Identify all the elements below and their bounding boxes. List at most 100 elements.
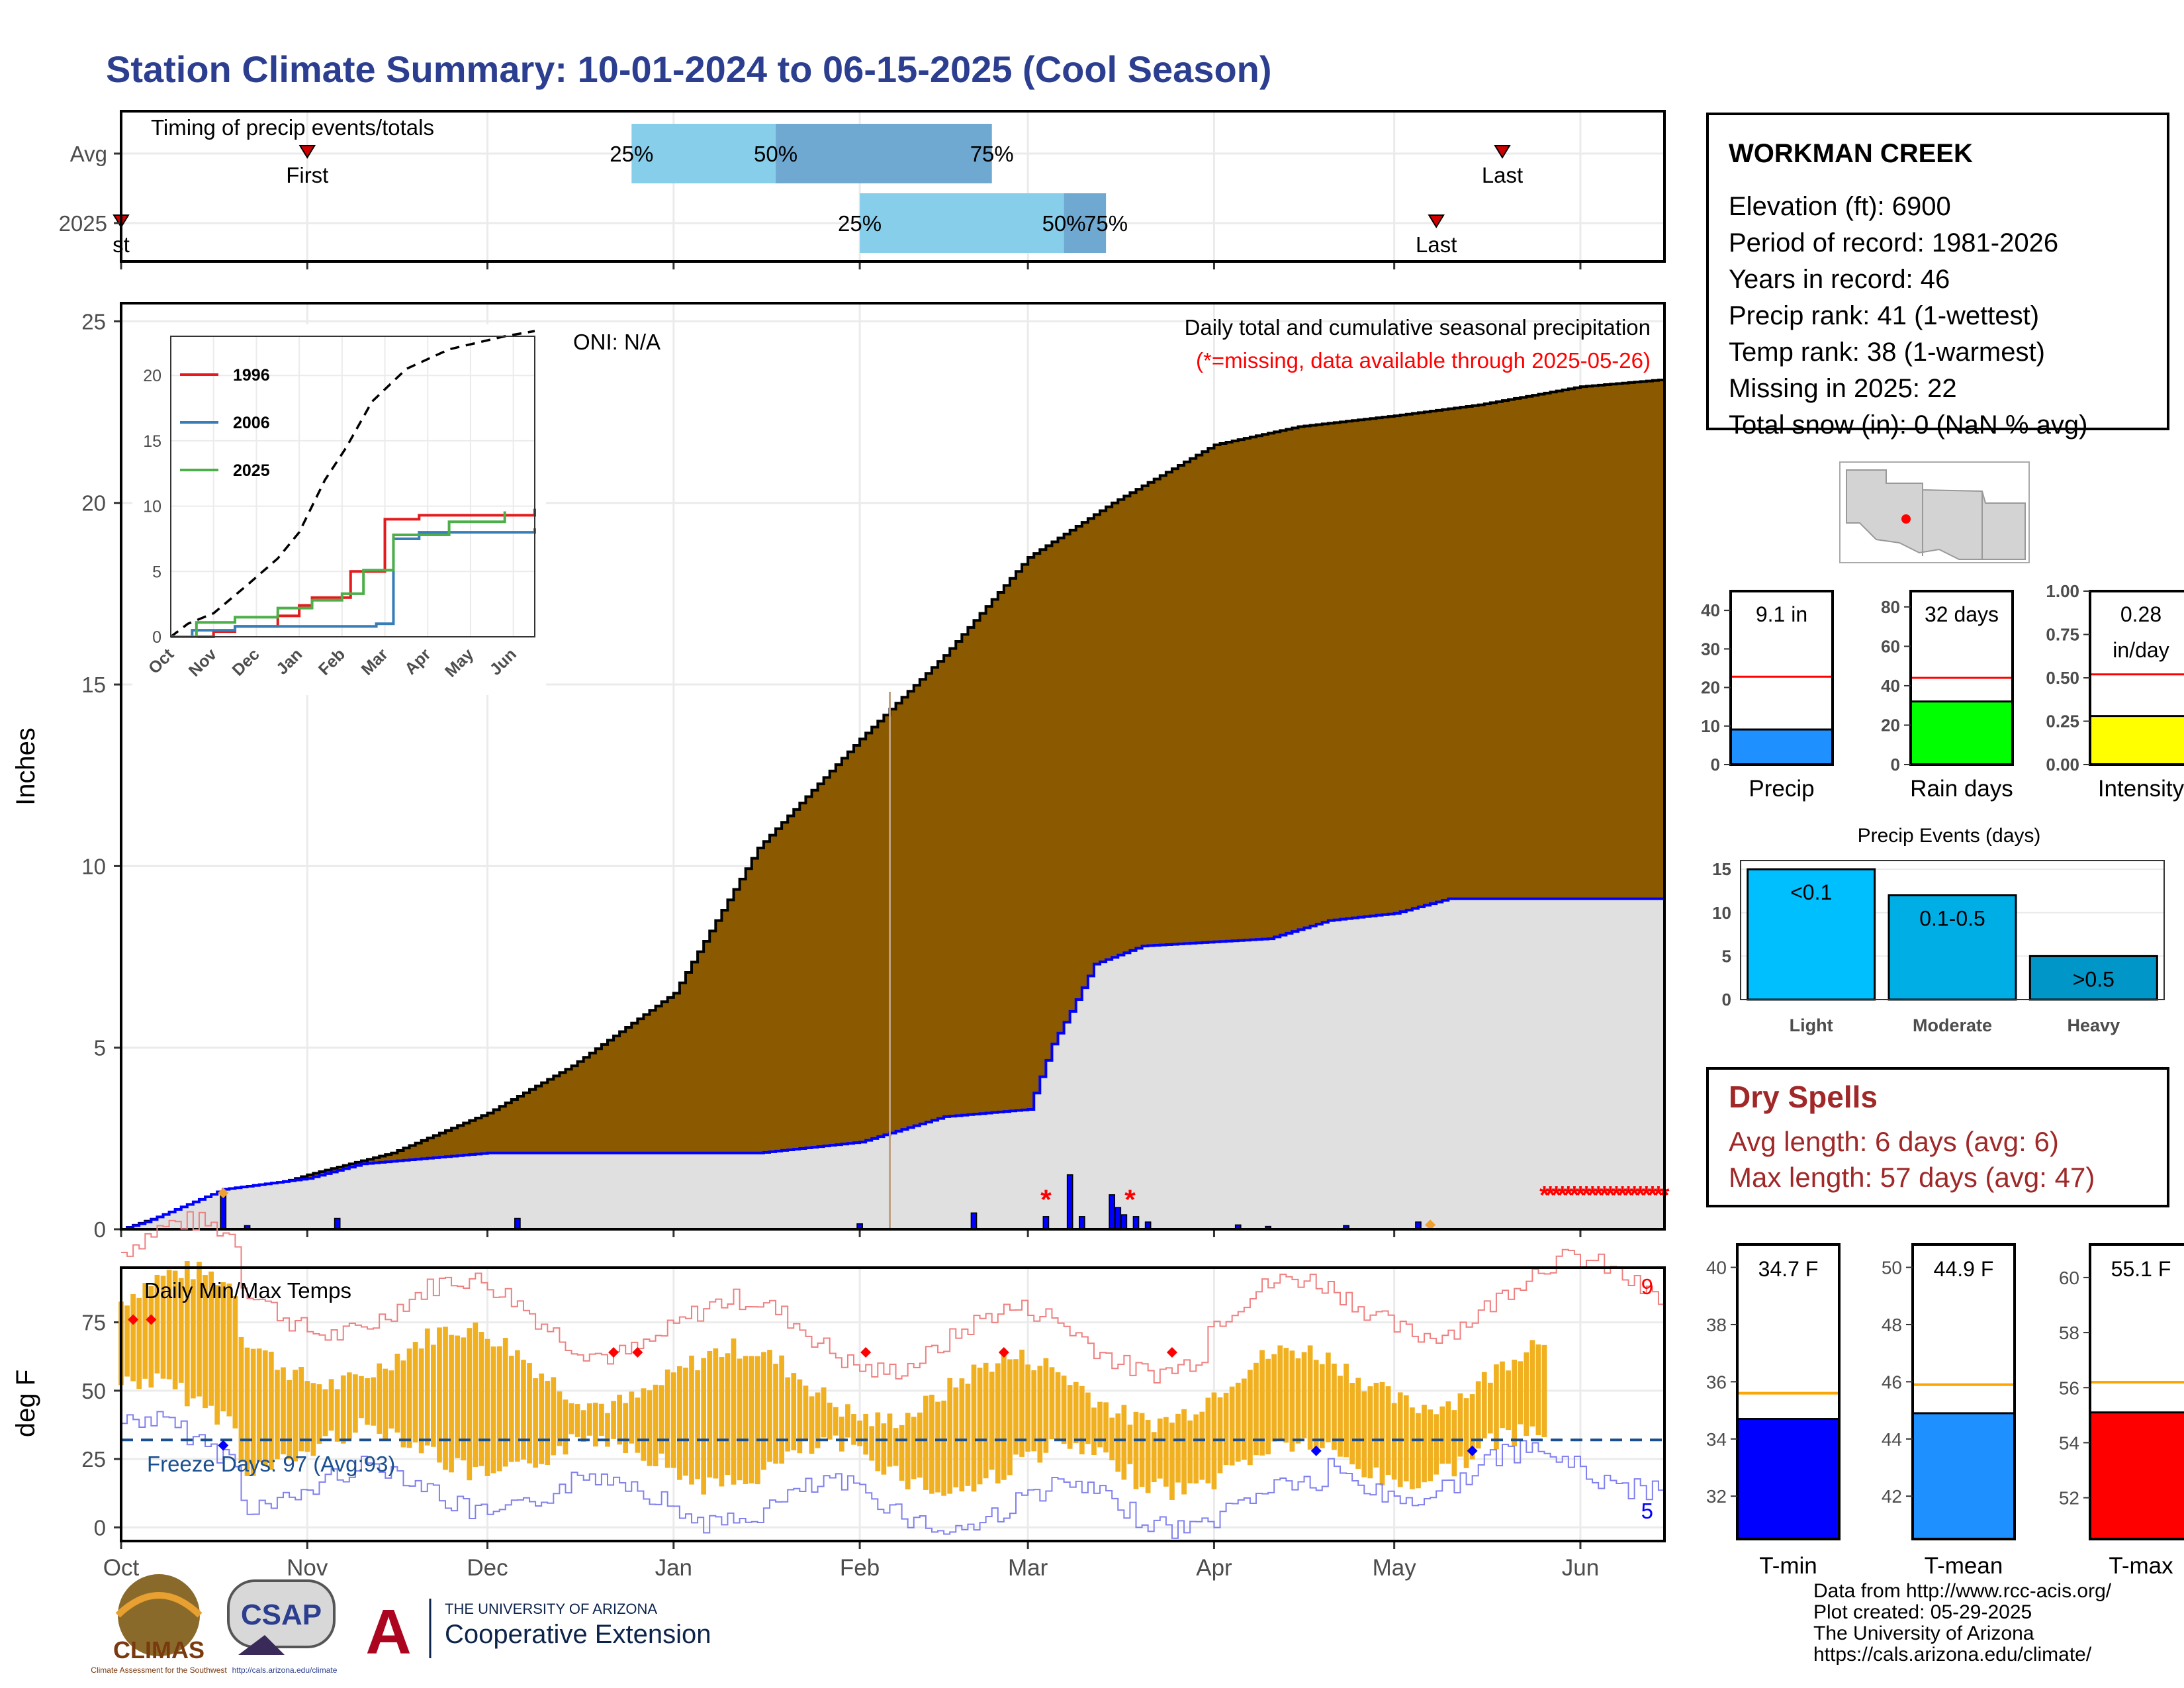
temp-daily-bar	[1349, 1383, 1355, 1465]
temp-daily-bar	[1301, 1352, 1307, 1438]
precip-missing-marker: *	[1647, 1182, 1657, 1209]
precip-missing-marker: *	[1551, 1182, 1561, 1209]
temp-bar-ytick-label: 36	[1706, 1372, 1727, 1392]
temp-daily-bar	[455, 1335, 460, 1458]
credits: Data from http://www.rcc-acis.org/ Plot …	[1813, 1581, 2111, 1665]
temp-daily-bar	[322, 1389, 328, 1436]
mini-bar	[2089, 715, 2184, 766]
temp-xtick-label: Dec	[467, 1555, 508, 1581]
precip-missing-marker: *	[1629, 1182, 1639, 1209]
inset-avg-line	[169, 330, 535, 638]
temp-bar-ytick-label: 50	[1882, 1258, 1902, 1278]
temp-daily-bar	[773, 1364, 778, 1464]
temp-daily-bar	[220, 1282, 226, 1412]
mini-bar-ytick-label: 80	[1881, 597, 1900, 617]
temp-daily-bar	[695, 1370, 700, 1479]
precip-daily-bar	[220, 1192, 227, 1230]
credit-url: https://cals.arizona.edu/climate/	[1813, 1644, 2092, 1665]
precip-daily-bar	[1120, 1214, 1128, 1230]
temp-daily-bar	[388, 1370, 394, 1429]
climas-logo-subtext: Climate Assessment for the Southwest	[91, 1665, 227, 1675]
temp-daily-bar	[863, 1413, 869, 1455]
freeze-label: Freeze Days: 97 (Avg:93)	[147, 1452, 395, 1476]
temp-daily-bar	[365, 1378, 370, 1425]
temp-daily-bar	[569, 1403, 574, 1434]
temp-daily-bar	[1019, 1349, 1024, 1457]
temp-daily-bar	[533, 1378, 538, 1468]
precip-missing-marker: *	[1606, 1182, 1615, 1209]
temp-daily-bar	[1506, 1370, 1511, 1430]
temp-daily-bar	[166, 1270, 172, 1380]
temp-daily-bar	[268, 1351, 274, 1470]
temp-daily-bar	[749, 1356, 754, 1483]
temp-daily-bar	[1043, 1358, 1049, 1453]
temp-record-low-marker	[1310, 1445, 1322, 1456]
precip-missing-marker: *	[1617, 1182, 1627, 1209]
timing-first-label: First	[286, 163, 328, 187]
temp-daily-bar	[1529, 1340, 1535, 1427]
temp-daily-bar	[1133, 1411, 1139, 1489]
temp-daily-bar	[1169, 1423, 1175, 1500]
temp-daily-bar	[641, 1388, 647, 1461]
temp-daily-bar	[737, 1358, 743, 1481]
mini-bar-ytick-label: 1.00	[2046, 581, 2079, 601]
temp-daily-bar	[845, 1404, 850, 1438]
temp-bg	[121, 1268, 1664, 1541]
info-temp-rank: Temp rank: 38 (1-warmest)	[1729, 338, 2045, 367]
temp-daily-bar	[767, 1350, 772, 1462]
temp-daily-bar	[983, 1362, 989, 1479]
temp-daily-bar	[1271, 1354, 1277, 1442]
temp-daily-bar	[743, 1356, 749, 1484]
events-bar	[2028, 955, 2158, 1001]
precip-missing-marker: *	[1623, 1182, 1633, 1209]
temp-bar-ytick-label: 38	[1706, 1315, 1727, 1335]
mini-bar-value-label: 32 days	[1925, 602, 1999, 626]
temp-daily-bar	[995, 1363, 1001, 1484]
events-ytick-label: 0	[1722, 990, 1731, 1009]
temp-daily-bar	[371, 1377, 376, 1426]
temp-daily-bar	[244, 1347, 250, 1476]
mini-bar-name: Intensity	[2098, 776, 2184, 802]
temp-daily-bar	[394, 1353, 400, 1433]
temp-daily-bar	[226, 1284, 232, 1417]
events-bar-label: >0.5	[2073, 967, 2115, 991]
timing-last-marker	[1494, 145, 1511, 159]
temp-daily-bar	[611, 1401, 616, 1439]
temp-daily-bar	[809, 1396, 815, 1454]
inset-ytick-label: 15	[143, 432, 161, 451]
temp-daily-bar	[1332, 1363, 1337, 1450]
temp-daily-bar	[449, 1335, 454, 1473]
precip-missing-marker: *	[1569, 1182, 1579, 1209]
dry-spells-panel: Dry Spells Avg length: 6 days (avg: 6) M…	[1706, 1067, 2169, 1207]
temp-ytick-label: 75	[81, 1311, 106, 1335]
temp-daily-bar	[1403, 1395, 1409, 1481]
precip-missing-marker: *	[1576, 1182, 1586, 1209]
info-years: Years in record: 46	[1729, 265, 1950, 294]
temp-daily-bar	[1235, 1382, 1241, 1462]
temp-daily-bar	[502, 1338, 508, 1467]
mini-bar-ytick-label: 0	[1711, 755, 1720, 774]
temp-daily-bar	[1121, 1405, 1127, 1480]
info-elevation: Elevation (ft): 6900	[1729, 192, 1951, 221]
precip-daily-bar	[1132, 1216, 1140, 1230]
temp-daily-bar	[713, 1348, 719, 1479]
temp-daily-bar	[731, 1338, 737, 1485]
temp-ytick-label: 25	[81, 1447, 106, 1472]
precip-missing-marker: *	[1588, 1182, 1598, 1209]
temp-daily-bar	[1355, 1378, 1361, 1469]
temp-daily-bar	[1115, 1413, 1121, 1472]
temp-xtick-label: Mar	[1008, 1555, 1048, 1581]
precip-missing-marker: *	[1539, 1182, 1549, 1209]
temp-daily-bar	[893, 1428, 899, 1466]
temp-daily-bar	[1139, 1413, 1145, 1487]
temp-daily-bar	[592, 1402, 598, 1447]
temp-daily-bar	[707, 1350, 713, 1477]
precip-missing-marker: *	[1600, 1182, 1610, 1209]
temp-daily-bar	[1103, 1402, 1109, 1453]
temp-daily-bar	[580, 1410, 586, 1442]
temp-daily-bar	[1289, 1350, 1295, 1452]
temp-daily-bar	[293, 1370, 298, 1462]
